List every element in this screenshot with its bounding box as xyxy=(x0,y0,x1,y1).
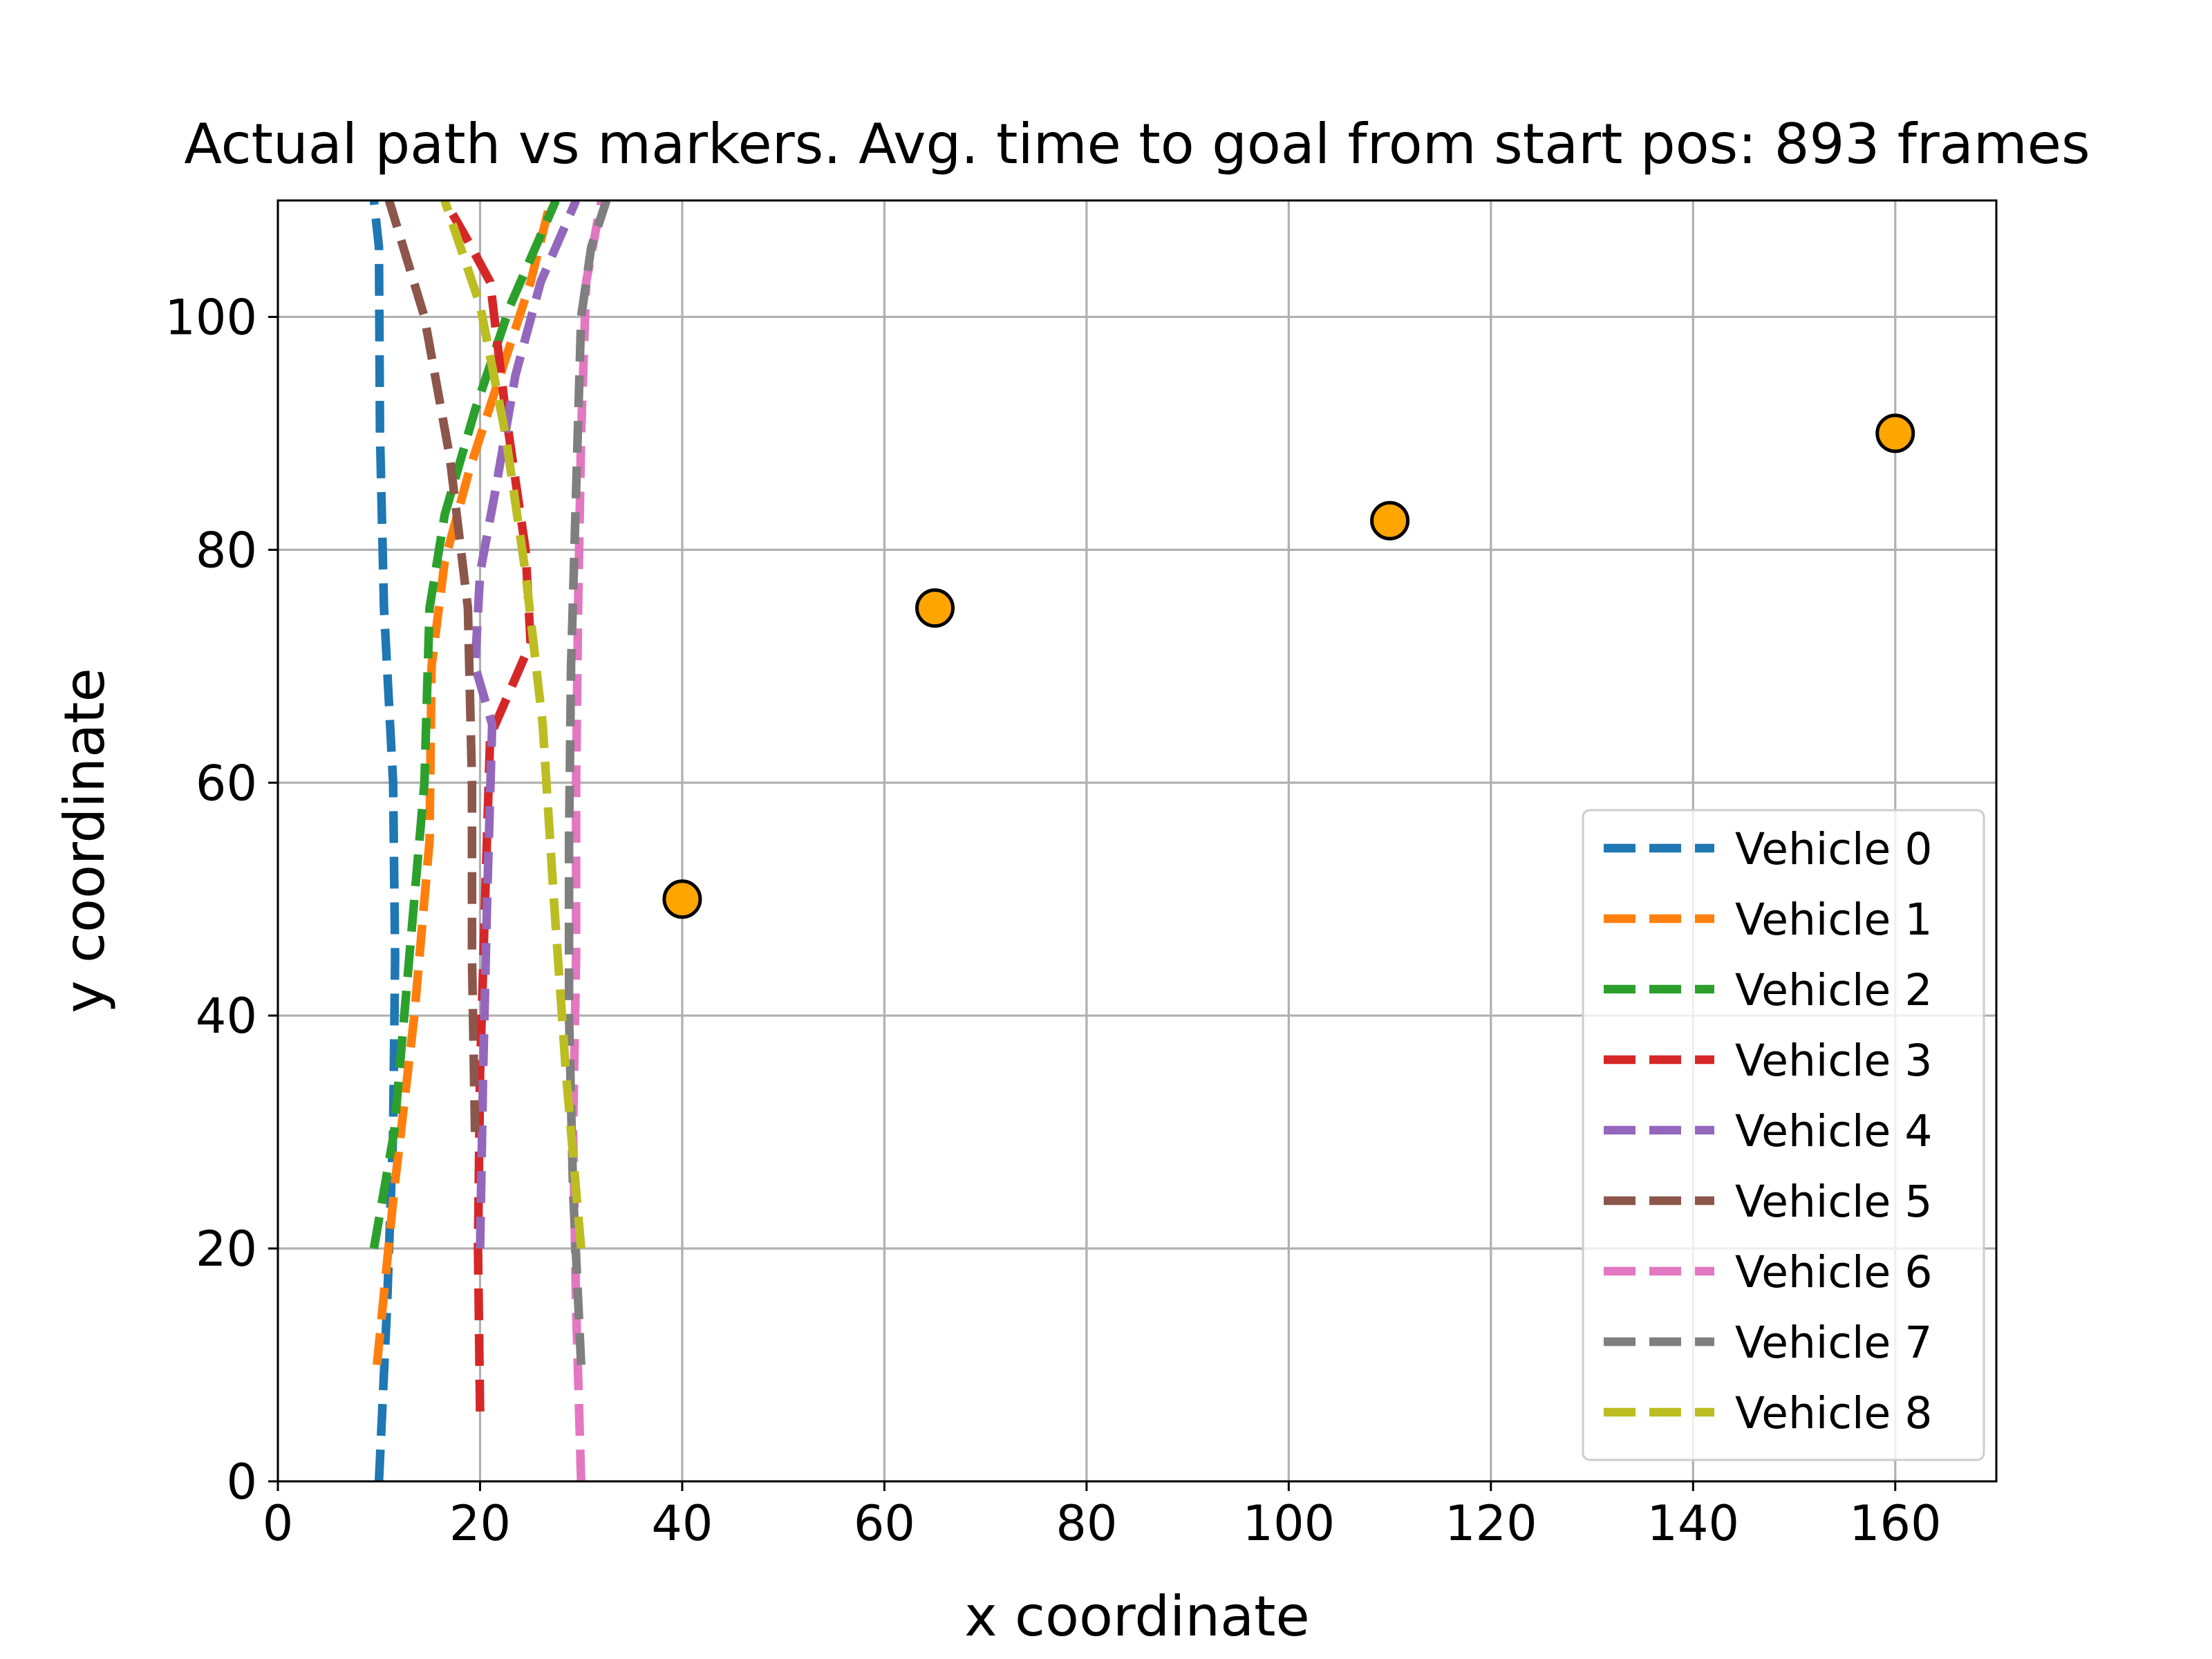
marker-point-1 xyxy=(915,588,955,628)
y-tick-label: 40 xyxy=(196,988,257,1044)
y-tick-label: 0 xyxy=(226,1454,257,1510)
legend-label-2: Vehicle 2 xyxy=(1735,965,1932,1015)
y-axis-label: y coordinate xyxy=(53,668,117,1013)
vehicle-path-3 xyxy=(440,200,535,1412)
vehicle-path-1 xyxy=(373,200,555,1366)
x-axis-label: x coordinate xyxy=(964,1584,1309,1649)
legend-label-3: Vehicle 3 xyxy=(1735,1035,1932,1086)
x-tick-label: 140 xyxy=(1647,1495,1739,1552)
vehicle-path-8 xyxy=(440,200,585,1249)
x-tick-label: 60 xyxy=(854,1495,915,1552)
legend-label-8: Vehicle 8 xyxy=(1735,1388,1932,1438)
x-tick-label: 160 xyxy=(1849,1495,1942,1552)
y-tick-label: 60 xyxy=(196,755,257,812)
marker-point-3 xyxy=(1875,413,1915,453)
markers xyxy=(662,413,1915,919)
y-tick-label: 80 xyxy=(196,522,257,579)
vehicle-paths xyxy=(369,200,611,1481)
legend-label-1: Vehicle 1 xyxy=(1735,894,1932,945)
legend-label-0: Vehicle 0 xyxy=(1735,824,1932,874)
legend-label-5: Vehicle 5 xyxy=(1735,1177,1932,1227)
axis-ticks: 0 20 40 60 80 100 120 140 160 0 20 40 60 80 100 xyxy=(165,289,1941,1552)
vehicle-path-5 xyxy=(384,200,480,1132)
vehicle-path-2 xyxy=(369,200,560,1250)
legend-label-6: Vehicle 6 xyxy=(1735,1247,1932,1297)
x-tick-label: 0 xyxy=(263,1495,294,1552)
legend-box xyxy=(1582,809,1985,1461)
x-tick-label: 120 xyxy=(1445,1495,1537,1552)
chart-title: Actual path vs markers. Avg. time to goa… xyxy=(184,112,2090,176)
marker-point-2 xyxy=(1370,500,1410,541)
plot-frame xyxy=(276,199,1998,1483)
vehicle-path-4 xyxy=(470,200,581,1249)
marker-point-0 xyxy=(662,879,702,919)
y-tick-label: 100 xyxy=(165,289,257,346)
y-tick-label: 20 xyxy=(196,1221,257,1277)
x-tick-label: 40 xyxy=(651,1495,713,1552)
legend-label-4: Vehicle 4 xyxy=(1735,1106,1932,1156)
x-tick-label: 80 xyxy=(1056,1495,1117,1552)
x-tick-label: 100 xyxy=(1243,1495,1335,1552)
x-tick-label: 20 xyxy=(449,1495,511,1552)
legend: Vehicle 0 Vehicle 1 Vehicle 2 Vehicle 3 Vehi… xyxy=(1582,809,1985,1461)
legend-label-7: Vehicle 7 xyxy=(1735,1318,1932,1368)
